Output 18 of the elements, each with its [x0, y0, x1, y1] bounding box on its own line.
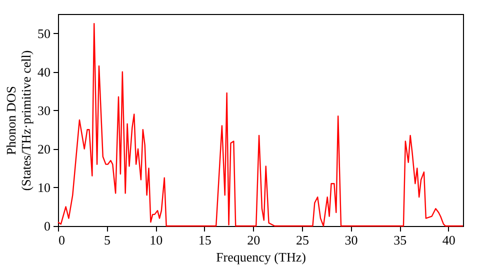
y-tick-label: 10	[38, 180, 50, 195]
y-tick-label: 50	[38, 26, 50, 41]
x-tick-label: 30	[344, 232, 358, 248]
line-series	[57, 23, 464, 227]
y-axis-title: Phonon DOS (States/THz·primitive cell)	[4, 50, 34, 191]
x-tick-label: 35	[394, 232, 407, 248]
y-tick-label: 20	[38, 141, 50, 156]
x-axis-title: Frequency (THz)	[216, 250, 306, 264]
x-tick-label: 10	[150, 232, 163, 248]
x-tick-label: 40	[442, 232, 456, 248]
x-tick-label: 15	[198, 232, 212, 248]
y-tick-label: 40	[38, 64, 50, 80]
y-tick-label: 0	[44, 218, 50, 234]
y-tick-label: 30	[38, 102, 50, 118]
x-tick-label: 5	[104, 232, 111, 248]
x-tick-label: 0	[58, 232, 65, 248]
x-tick-label: 25	[296, 232, 309, 248]
x-tick-label: 20	[247, 232, 260, 248]
